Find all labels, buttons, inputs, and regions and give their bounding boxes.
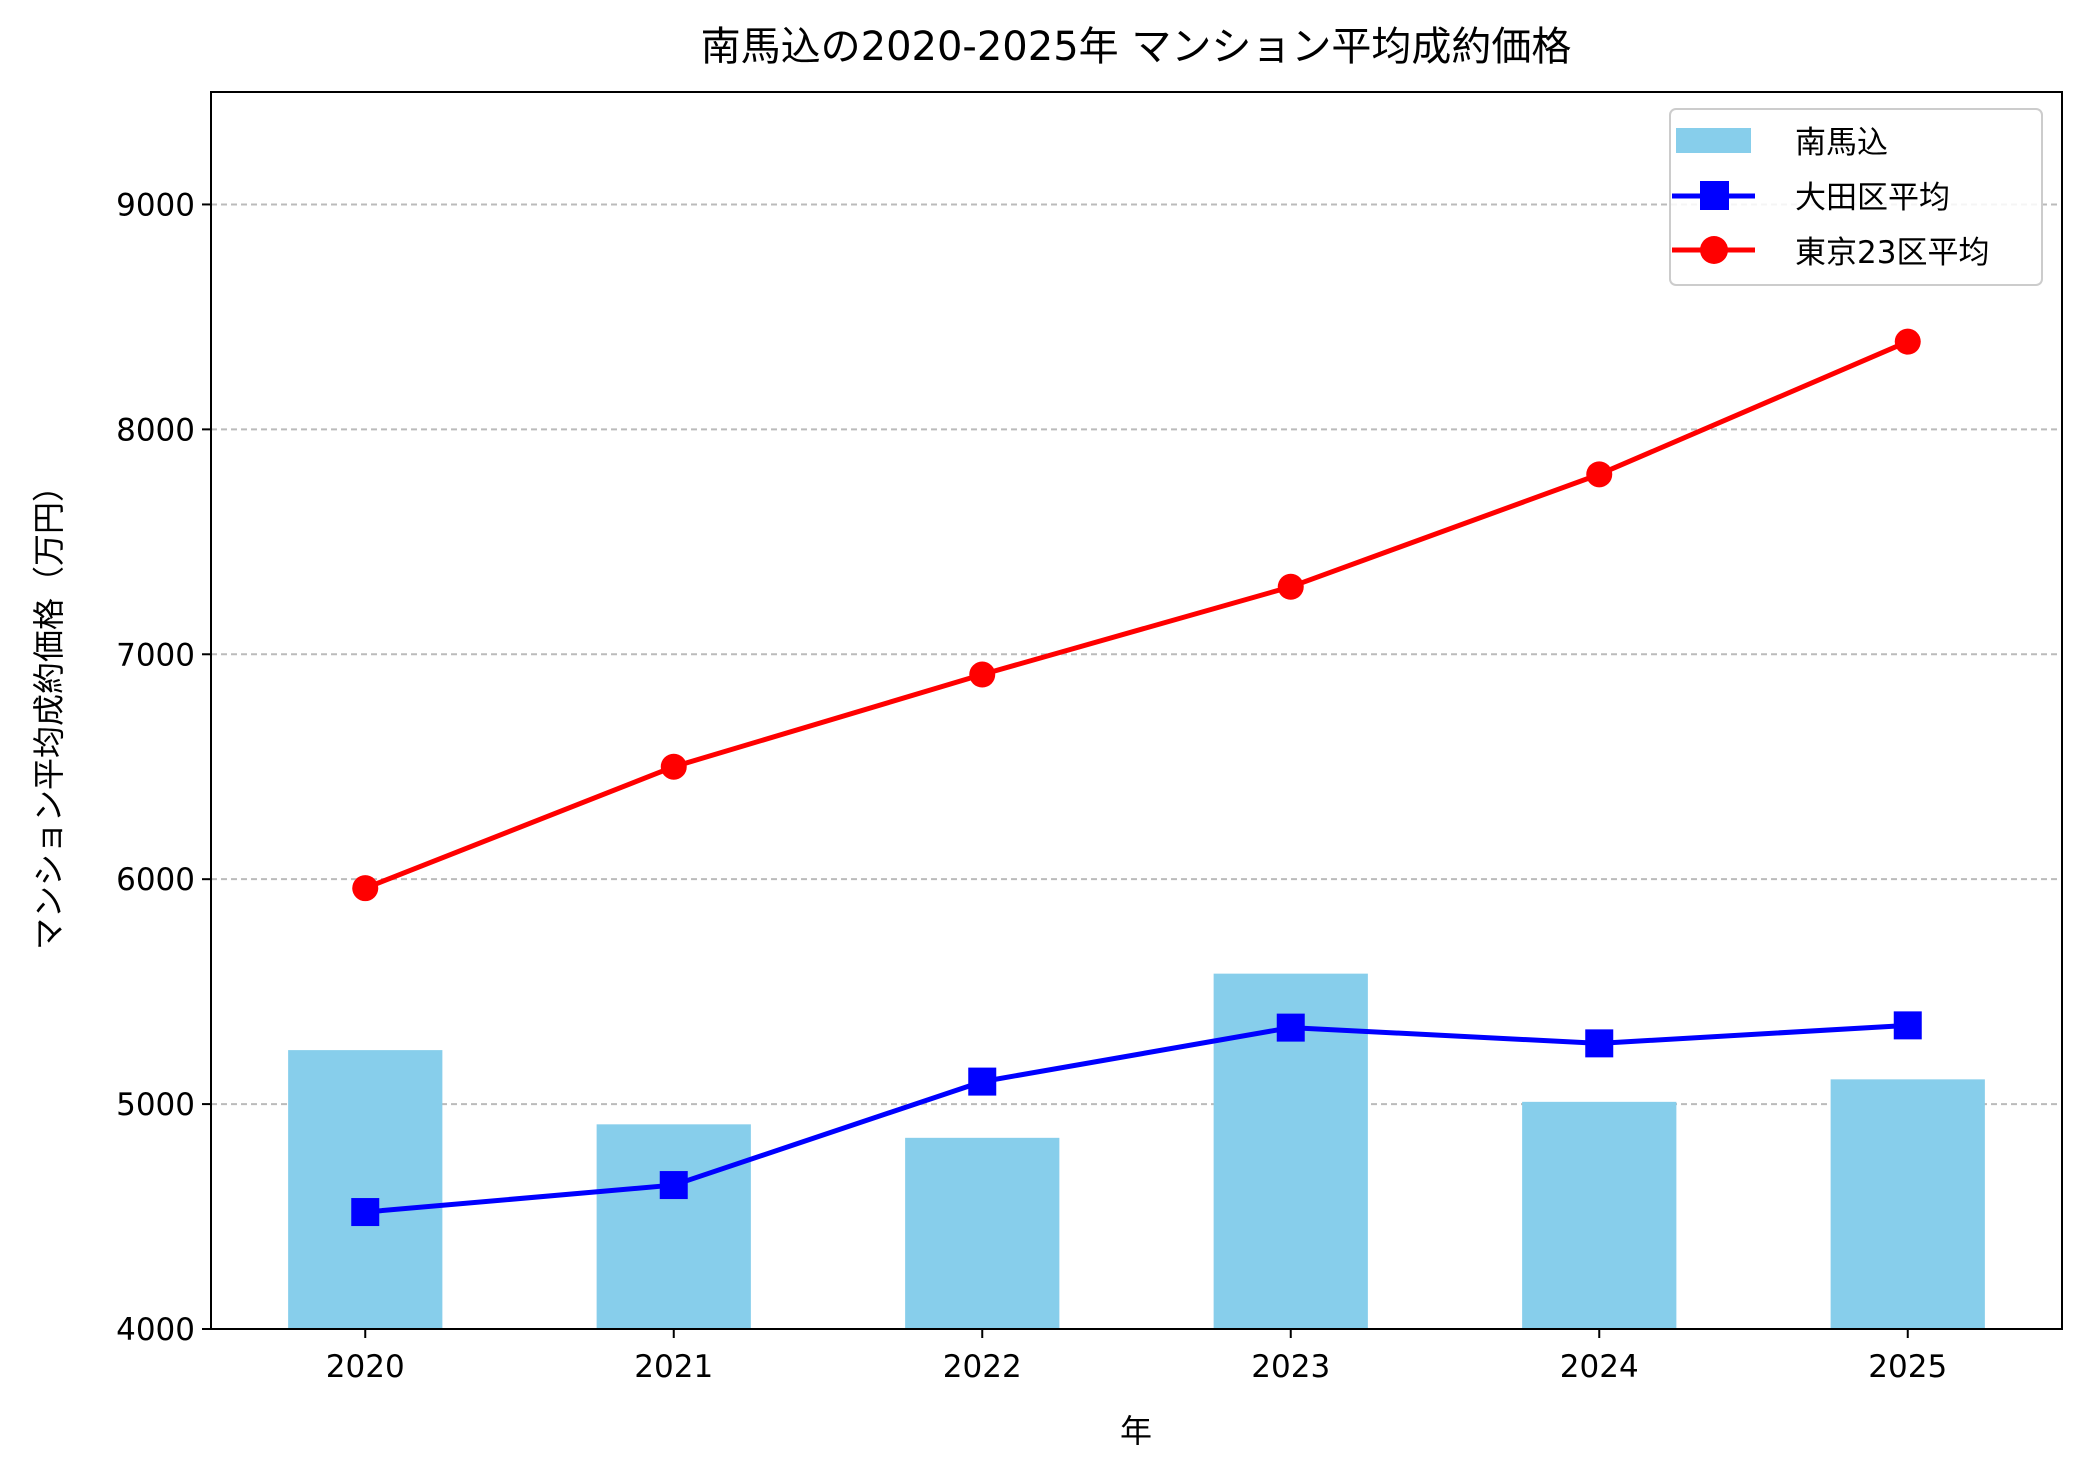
y-tick-label: 8000 bbox=[116, 412, 195, 448]
x-tick-label: 2020 bbox=[326, 1349, 405, 1385]
bar-2021 bbox=[596, 1124, 751, 1329]
lines bbox=[351, 328, 1922, 1227]
circle-marker bbox=[1277, 573, 1304, 600]
x-tick-label: 2025 bbox=[1868, 1349, 1947, 1385]
chart-title: 南馬込の2020-2025年 マンション平均成約価格 bbox=[701, 24, 1572, 70]
circle-marker bbox=[352, 875, 379, 902]
circle-marker bbox=[1894, 328, 1921, 355]
square-marker bbox=[351, 1198, 380, 1227]
legend-label-1: 大田区平均 bbox=[1795, 180, 1950, 216]
legend-swatch-red-marker bbox=[1700, 236, 1728, 264]
y-tick-label: 6000 bbox=[116, 862, 195, 898]
square-marker bbox=[968, 1067, 997, 1096]
square-marker bbox=[1893, 1011, 1922, 1040]
legend-label-0: 南馬込 bbox=[1795, 125, 1888, 161]
plot-frame bbox=[210, 91, 2063, 1330]
circle-marker bbox=[1586, 461, 1613, 488]
x-axis: 2020 2021 2022 2023 2024 2025 bbox=[326, 1329, 1947, 1385]
bars bbox=[288, 973, 1985, 1329]
series-line-1 bbox=[365, 1022, 1908, 1215]
x-tick-label: 2023 bbox=[1251, 1349, 1330, 1385]
bar-2022 bbox=[905, 1137, 1060, 1329]
y-tick-label: 5000 bbox=[116, 1087, 195, 1123]
bar-2024 bbox=[1522, 1101, 1677, 1329]
x-tick-label: 2022 bbox=[943, 1349, 1022, 1385]
x-tick-label: 2024 bbox=[1560, 1349, 1639, 1385]
x-axis-label: 年 bbox=[1120, 1412, 1152, 1450]
square-marker bbox=[1585, 1029, 1614, 1058]
grid bbox=[211, 203, 2062, 1106]
bar-2020 bbox=[288, 1050, 443, 1329]
legend: 南馬込 大田区平均 東京23区平均 bbox=[1669, 108, 2043, 286]
y-axis: 4000 5000 6000 7000 8000 9000 bbox=[116, 187, 211, 1348]
bar-2025 bbox=[1830, 1079, 1985, 1329]
y-tick-label: 9000 bbox=[116, 187, 195, 223]
legend-swatch-blue-marker bbox=[1700, 181, 1729, 210]
legend-frame bbox=[1669, 108, 2043, 286]
square-marker bbox=[659, 1171, 688, 1200]
square-marker bbox=[1276, 1013, 1305, 1042]
y-tick-label: 4000 bbox=[116, 1312, 195, 1348]
y-tick-label: 7000 bbox=[116, 637, 195, 673]
series-line-2 bbox=[364, 339, 1909, 891]
x-tick-label: 2021 bbox=[634, 1349, 713, 1385]
y-axis-label: マンション平均成約価格（万円） bbox=[30, 470, 68, 950]
circle-marker bbox=[969, 661, 996, 688]
legend-swatch-bar bbox=[1676, 128, 1751, 153]
legend-label-2: 東京23区平均 bbox=[1795, 235, 1989, 271]
circle-marker bbox=[660, 753, 687, 780]
